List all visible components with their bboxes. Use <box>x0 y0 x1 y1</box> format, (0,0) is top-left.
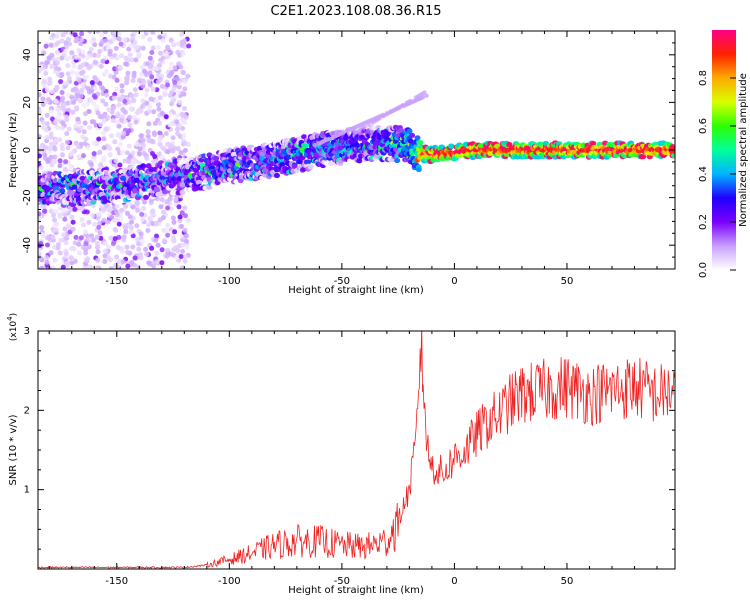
heatmap-cells <box>38 31 675 269</box>
snr-y-axis: 1 2 3 <box>24 326 675 550</box>
colorbar-tick-label: 0.2 <box>698 214 709 230</box>
heatmap-y-tick-label: 40 <box>22 48 33 61</box>
heatmap-x-tick-label: -100 <box>218 276 241 287</box>
heatmap-x-axis: -150 -100 -50 0 50 <box>48 31 658 287</box>
colorbar-label: Normalized spectral amplitude <box>738 73 749 227</box>
colorbar: 0.0 0.2 0.4 0.6 0.8 Normalized spectral ampl… <box>698 30 749 278</box>
heatmap-x-tick-label: 50 <box>561 276 574 287</box>
snr-x-axis: -150 -100 -50 0 50 <box>48 331 658 587</box>
heatmap-y-tick-label: -20 <box>22 189 33 205</box>
colorbar-tick-label: 0.0 <box>698 262 709 278</box>
snr-x-tick-label: 0 <box>451 576 457 587</box>
snr-x-tick-label: -50 <box>334 576 350 587</box>
snr-panel: -150 -100 -50 0 50 1 2 3 Height of straight li… <box>6 313 676 596</box>
colorbar-tick-label: 0.4 <box>698 166 709 182</box>
heatmap-x-tick-label: 0 <box>451 276 457 287</box>
snr-y-tick-label: 1 <box>24 485 30 496</box>
snr-y-label: SNR (10 * v/v) <box>8 414 19 485</box>
heatmap-panel: -150 -100 -50 0 50 -40 -20 0 20 40 Height of str… <box>8 30 676 296</box>
snr-scale-label: (x104) <box>6 313 19 341</box>
snr-y-tick-label: 2 <box>24 405 30 416</box>
heatmap-y-tick-label: 20 <box>22 96 33 109</box>
snr-y-tick-label: 3 <box>24 326 30 337</box>
heatmap-x-tick-label: -150 <box>105 276 128 287</box>
colorbar-gradient <box>712 30 736 270</box>
heatmap-y-tick-label: -40 <box>22 237 33 253</box>
colorbar-ticks: 0.0 0.2 0.4 0.6 0.8 <box>698 70 736 278</box>
figure-title: C2E1.2023.108.08.36.R15 <box>270 4 441 19</box>
snr-x-label: Height of straight line (km) <box>288 585 424 596</box>
heatmap-y-label: Frequency (Hz) <box>8 112 19 188</box>
heatmap-y-axis: -40 -20 0 20 40 <box>22 42 675 258</box>
snr-x-tick-label: -150 <box>105 576 128 587</box>
heatmap-y-tick-label: 0 <box>22 147 33 153</box>
heatmap-x-tick-label: -50 <box>334 276 350 287</box>
colorbar-tick-label: 0.6 <box>698 118 709 134</box>
snr-series-line <box>38 331 675 569</box>
snr-frame <box>37 330 676 570</box>
snr-x-tick-label: 50 <box>561 576 574 587</box>
snr-x-tick-label: -100 <box>218 576 241 587</box>
heatmap-x-label: Height of straight line (km) <box>288 285 424 296</box>
colorbar-tick-label: 0.8 <box>698 70 709 86</box>
